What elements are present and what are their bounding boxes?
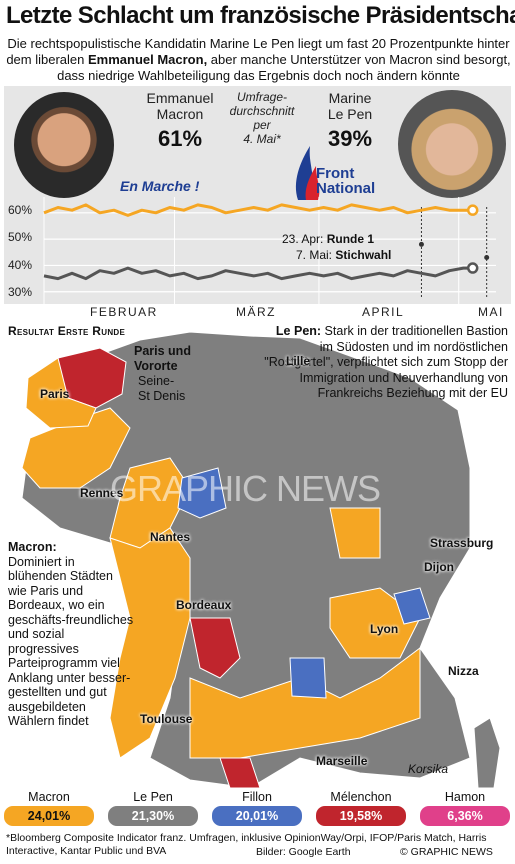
city-nantes: Nantes — [150, 530, 191, 544]
map-region-paris-orange — [25, 357, 97, 429]
y-tick-60: 60% — [8, 203, 33, 217]
round1-name: Runde 1 — [326, 232, 375, 246]
chart-grid — [43, 197, 496, 305]
subtitle-part2: aber manche Unterstützer von Macron sind… — [57, 52, 511, 83]
city-strassburg: Strassburg — [430, 536, 494, 550]
round1-date: 23. Apr: — [282, 232, 324, 246]
front-national-flame-icon — [295, 146, 320, 200]
city-paris: Paris — [40, 387, 70, 401]
round1-label: 23. Apr: Runde 1 — [282, 232, 374, 246]
city-marseille: Marseille — [316, 754, 368, 768]
legend-name-lepen: Le Pen — [133, 790, 173, 804]
x-tick-februar: FEBRUAR — [90, 305, 158, 319]
macron-note: Macron: Dominiert in blühenden Städten wi… — [8, 540, 134, 729]
poll-label-4: 4. Mai* — [243, 132, 281, 146]
macron-last-name: Macron — [156, 106, 204, 122]
map-region-west-orange — [109, 527, 191, 759]
fn-line-1: Front — [316, 165, 355, 182]
lepen-last-name: Le Pen — [327, 106, 373, 122]
poll-label-1: Umfrage- — [236, 90, 287, 104]
subtitle-part1: Die rechtspopulistische Kandidatin Marin… — [6, 36, 510, 67]
paris-inset-2: Vororte — [134, 359, 178, 373]
poll-chart — [43, 197, 496, 305]
series-end-point-1 — [466, 262, 479, 274]
city-rennes: Rennes — [80, 486, 124, 500]
legend-box-melenchon: 19,58% — [316, 806, 406, 826]
series-line-1 — [43, 266, 473, 281]
lepen-note: Le Pen: Stark in der traditionellen Bast… — [262, 324, 508, 402]
map-region-corsica — [473, 717, 501, 788]
round-marker-dot-0 — [418, 241, 424, 247]
label-korsika: Korsika — [408, 762, 449, 776]
legend-name-hamon: Hamon — [444, 790, 486, 804]
map-region-fillon-center — [177, 467, 227, 519]
credit-graphic-news: © GRAPHIC NEWS — [400, 846, 493, 858]
legend-box-lepen: 21,30% — [108, 806, 198, 826]
watermark: GRAPHIC NEWS — [110, 468, 381, 509]
poll-label-2: durchschnitt — [229, 104, 295, 118]
legend-name-melenchon: Mélenchon — [330, 790, 392, 804]
fn-line-2: National — [316, 180, 376, 197]
map-title: Resultat Erste Runde — [8, 324, 126, 338]
page-title: Letzte Schlacht um französische Präsiden… — [6, 2, 515, 29]
france-map — [21, 331, 501, 788]
series-end-point-0 — [466, 204, 479, 216]
subtitle-bold: Emmanuel Macron, — [87, 52, 208, 67]
lepen-portrait — [398, 90, 506, 198]
round2-name: Stichwahl — [335, 248, 392, 262]
city-bordeaux: Bordeaux — [176, 598, 232, 612]
map-region-dijon-orange — [329, 507, 381, 559]
paris-inset-3: Seine- — [138, 374, 175, 388]
series-line-0 — [43, 203, 473, 217]
round2-date: 7. Mai: — [296, 248, 333, 262]
lepen-note-name: Le Pen: — [275, 324, 322, 338]
macron-note-name: Macron: — [8, 540, 57, 554]
macron-portrait — [14, 92, 114, 198]
legend-name-fillon: Fillon — [242, 790, 272, 804]
subtitle: Die rechtspopulistische Kandidatin Marin… — [6, 36, 511, 84]
city-lille: Lille — [286, 354, 311, 368]
macron-note-text: Dominiert in blühenden Städten wie Paris… — [8, 554, 134, 729]
x-tick-april: APRIL — [362, 305, 405, 319]
en-marche-logo: En Marche ! — [120, 178, 200, 194]
poll-label-3: per — [253, 118, 271, 132]
legend-name-macron: Macron — [28, 790, 70, 804]
map-region-base — [21, 331, 471, 788]
x-tick-mai: MAI — [478, 305, 504, 319]
paris-inset-label: Paris und Vororte Seine- St Denis — [134, 344, 234, 404]
chart-marks — [43, 203, 490, 297]
y-tick-40: 40% — [8, 258, 33, 272]
city-dijon: Dijon — [424, 560, 454, 574]
map-region-alps-blue — [393, 587, 431, 625]
lepen-name: Marine Le Pen — [308, 90, 392, 122]
macron-first-name: Emmanuel — [146, 90, 214, 106]
macron-name: Emmanuel Macron — [138, 90, 222, 122]
lepen-pct: 39% — [327, 126, 373, 151]
legend-box-fillon: 20,01% — [212, 806, 302, 826]
lepen-note-text: Stark in der traditionellen Bastion im S… — [264, 324, 508, 400]
paris-inset-4: St Denis — [138, 389, 186, 403]
poll-average-label: Umfrage-durchschnitt per 4. Mai* — [222, 90, 302, 146]
credit-images: Bilder: Google Earth — [256, 846, 351, 858]
city-toulouse: Toulouse — [140, 712, 193, 726]
round-marker-dot-1 — [484, 255, 490, 261]
map-region-massif-blue — [289, 657, 327, 699]
x-tick-maerz: MÄRZ — [236, 305, 276, 319]
y-tick-30: 30% — [8, 285, 33, 299]
macron-pct: 61% — [157, 126, 203, 151]
footnote: *Bloomberg Composite Indicator franz. Um… — [6, 832, 487, 857]
front-national-logo: Front National — [316, 166, 375, 196]
legend-box-macron: 24,01% — [4, 806, 94, 826]
paris-inset-1: Paris und — [134, 344, 191, 358]
legend-box-hamon: 6,36% — [420, 806, 510, 826]
map-region-south-west-red — [219, 757, 261, 788]
city-nizza: Nizza — [448, 664, 479, 678]
lepen-first-name: Marine — [328, 90, 372, 106]
map-region-bordeaux-red — [189, 617, 241, 679]
city-lyon: Lyon — [370, 622, 399, 636]
round2-label: 7. Mai: Stichwahl — [296, 248, 391, 262]
y-tick-50: 50% — [8, 230, 33, 244]
